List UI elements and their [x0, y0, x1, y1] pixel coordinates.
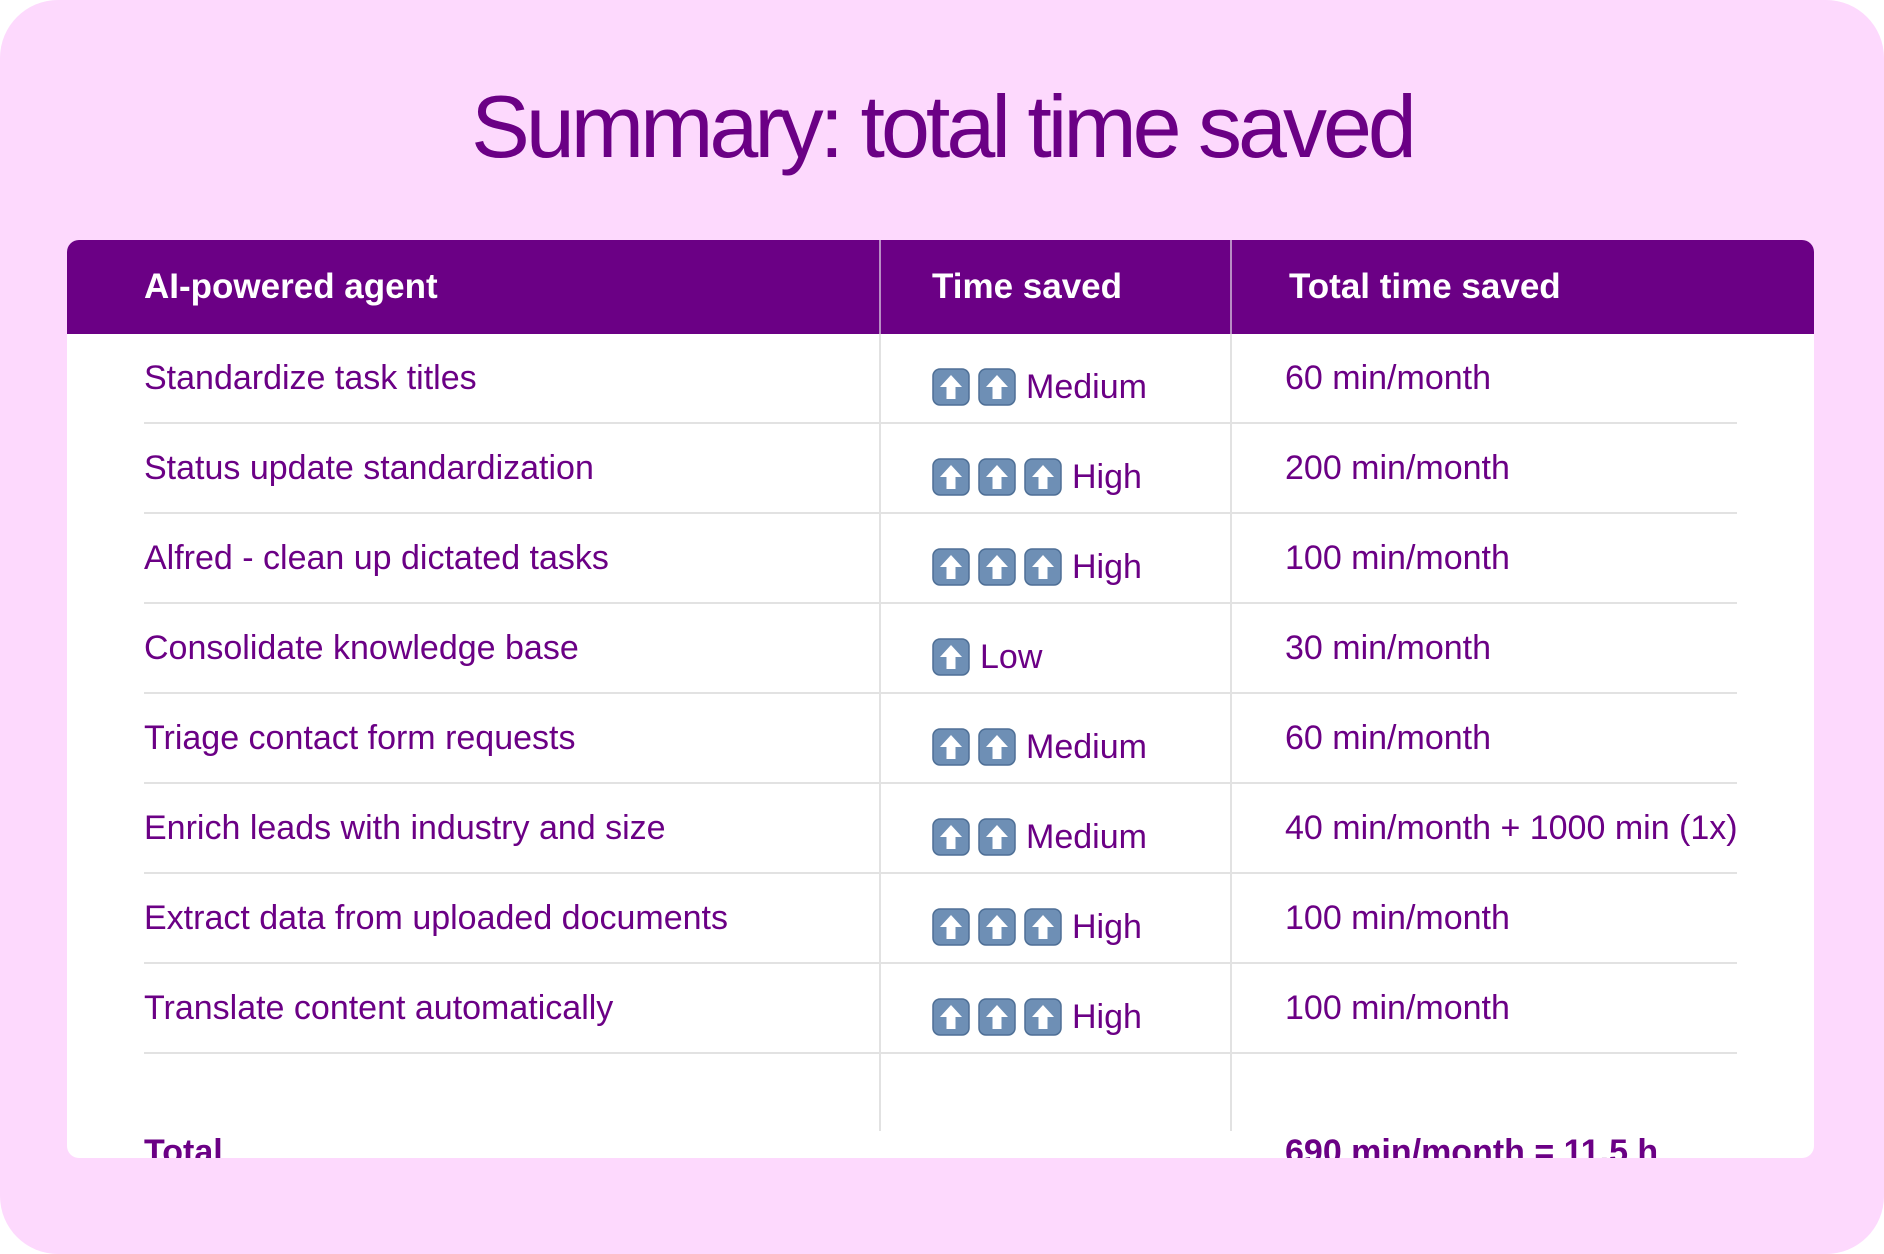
up-arrow-icon — [932, 998, 970, 1036]
up-arrow-icon — [932, 818, 970, 856]
up-arrow-icon — [1024, 548, 1062, 586]
row-divider — [144, 692, 1737, 694]
table-row: Translate content automatically High 100 m… — [67, 964, 1814, 1054]
total-time-saved: 60 min/month — [1285, 719, 1491, 757]
total-row: Total 690 min/month = 11.5 h — [67, 1108, 1814, 1158]
table-row: Enrich leads with industry and size Mediu… — [67, 784, 1814, 874]
total-time-saved: 200 min/month — [1285, 449, 1510, 487]
time-saved-level: Medium — [1026, 818, 1147, 856]
time-saved-cell: Medium — [932, 342, 1147, 432]
agent-name: Triage contact form requests — [144, 719, 576, 757]
row-divider — [144, 602, 1737, 604]
up-arrow-icon — [932, 638, 970, 676]
up-arrow-icon — [932, 908, 970, 946]
table-row: Status update standardization High 200 min… — [67, 424, 1814, 514]
header-divider — [879, 240, 881, 334]
column-divider — [879, 334, 881, 1131]
table-row: Standardize task titles Medium 60 min/mont… — [67, 334, 1814, 424]
up-arrow-icon — [978, 548, 1016, 586]
time-saved-cell: High — [932, 972, 1142, 1062]
agent-name: Status update standardization — [144, 449, 594, 487]
table-row: Alfred - clean up dictated tasks High 100 … — [67, 514, 1814, 604]
up-arrow-icon — [1024, 458, 1062, 496]
header-divider — [1230, 240, 1232, 334]
agent-name: Enrich leads with industry and size — [144, 809, 666, 847]
time-saved-cell: Medium — [932, 792, 1147, 882]
up-arrow-icon — [932, 728, 970, 766]
up-arrow-icon — [978, 818, 1016, 856]
time-saved-level: Medium — [1026, 368, 1147, 406]
time-saved-cell: High — [932, 522, 1142, 612]
time-saved-level: Low — [980, 638, 1043, 676]
time-saved-cell: High — [932, 432, 1142, 522]
time-saved-level: Medium — [1026, 728, 1147, 766]
total-time-saved: 100 min/month — [1285, 989, 1510, 1027]
row-divider — [144, 782, 1737, 784]
table-header: AI-powered agent Time saved Total time s… — [67, 240, 1814, 334]
up-arrow-icon — [978, 998, 1016, 1036]
time-saved-cell: Medium — [932, 702, 1147, 792]
up-arrow-icon — [978, 368, 1016, 406]
page-title: Summary: total time saved — [471, 77, 1417, 176]
agent-name: Extract data from uploaded documents — [144, 899, 728, 937]
total-label: Total — [144, 1133, 223, 1158]
table-row: Triage contact form requests Medium 60 min… — [67, 694, 1814, 784]
total-time-saved: 60 min/month — [1285, 359, 1491, 397]
time-saved-level: High — [1072, 908, 1142, 946]
up-arrow-icon — [978, 458, 1016, 496]
up-arrow-icon — [932, 458, 970, 496]
total-value: 690 min/month = 11.5 h — [1285, 1133, 1659, 1158]
row-divider — [144, 1052, 1737, 1054]
summary-table: AI-powered agent Time saved Total time s… — [67, 240, 1814, 1158]
time-saved-level: High — [1072, 548, 1142, 586]
up-arrow-icon — [1024, 908, 1062, 946]
column-divider — [1230, 334, 1232, 1131]
header-total-time-saved: Total time saved — [1289, 267, 1561, 306]
total-time-saved: 30 min/month — [1285, 629, 1491, 667]
time-saved-level: High — [1072, 458, 1142, 496]
total-time-saved: 100 min/month — [1285, 539, 1510, 577]
up-arrow-icon — [978, 908, 1016, 946]
up-arrow-icon — [978, 728, 1016, 766]
header-agent: AI-powered agent — [144, 267, 438, 306]
up-arrow-icon — [932, 548, 970, 586]
row-divider — [144, 962, 1737, 964]
time-saved-level: High — [1072, 998, 1142, 1036]
total-time-saved: 40 min/month + 1000 min (1x) — [1285, 809, 1738, 847]
table-row: Extract data from uploaded documents High… — [67, 874, 1814, 964]
agent-name: Alfred - clean up dictated tasks — [144, 539, 609, 577]
row-divider — [144, 512, 1737, 514]
header-time-saved: Time saved — [932, 267, 1123, 306]
row-divider — [144, 872, 1737, 874]
total-time-saved: 100 min/month — [1285, 899, 1510, 937]
agent-name: Consolidate knowledge base — [144, 629, 579, 667]
up-arrow-icon — [1024, 998, 1062, 1036]
agent-name: Translate content automatically — [144, 989, 614, 1027]
table-row: Consolidate knowledge base Low 30 min/mont… — [67, 604, 1814, 694]
up-arrow-icon — [932, 368, 970, 406]
row-divider — [144, 422, 1737, 424]
agent-name: Standardize task titles — [144, 359, 477, 397]
time-saved-cell: Low — [932, 612, 1042, 702]
time-saved-cell: High — [932, 882, 1142, 972]
